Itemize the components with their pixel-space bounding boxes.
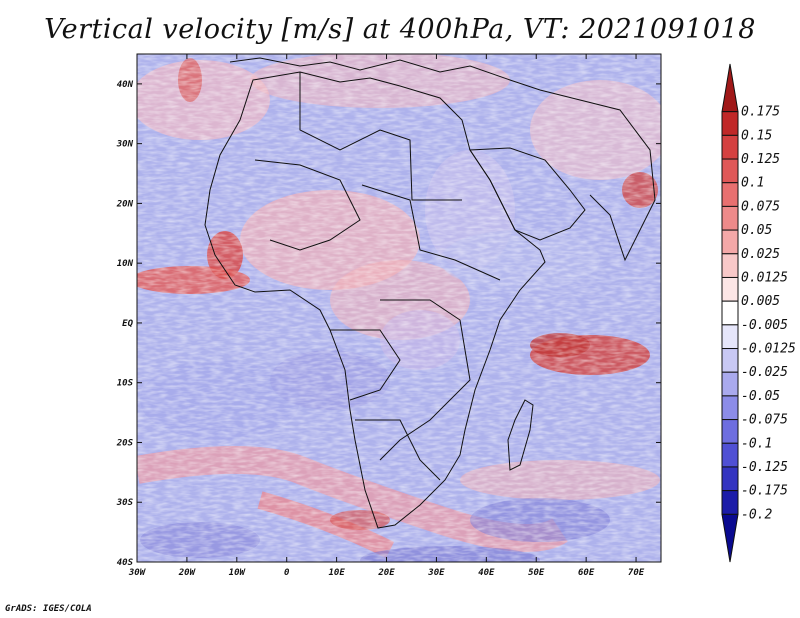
colorbar-label: 0.0125 (741, 270, 788, 285)
colorbar-swatch (721, 419, 739, 444)
latitude-axis: 40N 30N 20N 10N EQ 10S 20S 30S 40S (116, 80, 661, 568)
lat-tick-label: 30N (116, 140, 134, 150)
colorbar-label: -0.025 (741, 365, 788, 380)
colorbar-label: -0.2 (741, 507, 772, 522)
colorbar-label: 0.175 (741, 105, 780, 120)
credit-text: GrADS: IGES/COLA (5, 604, 92, 614)
lon-tick-label: 60E (578, 568, 595, 578)
lat-tick-label: 30S (116, 498, 134, 508)
colorbar-label: 0.05 (741, 223, 772, 238)
lat-tick-label: 20N (116, 199, 134, 209)
colorbar-swatch (721, 490, 739, 515)
lat-tick-label: 10N (117, 259, 134, 269)
colorbar-label: -0.075 (741, 413, 788, 428)
colorbar-swatch (721, 371, 739, 397)
lat-tick-label: 40S (117, 558, 134, 568)
colorbar-swatch (721, 276, 739, 302)
colorbar-swatch (721, 182, 739, 207)
colorbar-label: -0.125 (741, 460, 788, 475)
colorbar-label: 0.1 (741, 176, 764, 191)
colorbar-swatch (721, 229, 739, 255)
colorbar-swatch (721, 324, 739, 350)
lon-tick-label: 50E (528, 568, 545, 578)
map-frame (136, 53, 662, 563)
lon-tick-label: 40E (478, 568, 495, 578)
colorbar-swatch (721, 442, 739, 468)
colorbar-swatch (721, 466, 739, 492)
lat-tick-label: 40N (117, 80, 134, 90)
colorbar-swatch (721, 205, 739, 231)
map-title: Vertical velocity [m/s] at 400hPa, VT: 2… (44, 14, 756, 45)
colorbar-label: -0.0125 (741, 342, 796, 357)
colorbar-label: 0.125 (741, 152, 780, 167)
colorbar-label: 0.005 (741, 294, 780, 309)
lat-tick-label: 20S (116, 438, 134, 448)
coastlines (204, 57, 656, 529)
colorbar-label: -0.05 (741, 389, 780, 404)
lon-tick-label: 70E (628, 568, 645, 578)
colorbar-swatch (721, 300, 739, 326)
colorbar: 0.175 0.15 0.125 0.1 0.075 0.05 0.025 0.0125 0.0… (721, 63, 796, 563)
lon-tick-label: 20E (377, 568, 395, 578)
colorbar-swatch (721, 348, 739, 373)
lon-tick-label: 30W (128, 568, 147, 578)
lon-tick-label: 30E (427, 568, 445, 578)
colorbar-label: -0.005 (741, 318, 788, 333)
lon-tick-label: 0 (284, 568, 290, 578)
velocity-field (137, 54, 661, 562)
colorbar-swatch (721, 111, 739, 136)
lon-tick-label: 20W (178, 568, 197, 578)
colorbar-label: 0.075 (741, 199, 780, 214)
colorbar-swatch (721, 134, 739, 160)
lon-tick-label: 10E (328, 568, 345, 578)
colorbar-swatch (721, 63, 739, 113)
colorbar-label: -0.1 (741, 436, 772, 451)
lon-tick-label: 10W (229, 568, 247, 578)
longitude-axis: 30W 20W 10W 0 10E 20E 30E 40E 50E 60E 70E (128, 54, 645, 578)
colorbar-label: 0.025 (741, 247, 780, 262)
lat-tick-label: 10S (117, 379, 134, 389)
colorbar-swatch (721, 395, 739, 421)
colorbar-label: 0.15 (741, 128, 772, 143)
lat-tick-label: EQ (122, 319, 133, 329)
colorbar-swatch (721, 253, 739, 278)
colorbar-swatch (721, 513, 739, 563)
colorbar-label: -0.175 (741, 484, 788, 499)
colorbar-swatch (721, 158, 739, 184)
